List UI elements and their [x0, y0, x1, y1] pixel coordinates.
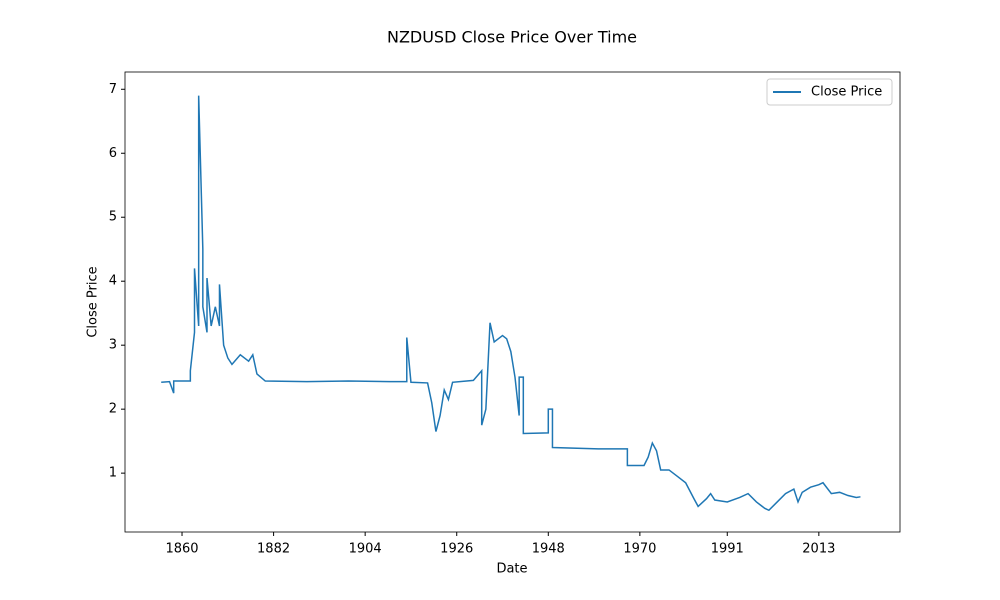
x-tick-label: 1948 — [532, 542, 565, 557]
legend-box — [766, 78, 893, 106]
x-tick-label: 2013 — [802, 542, 835, 557]
x-tick-label: 1991 — [711, 542, 744, 557]
y-tick-label: 5 — [109, 210, 117, 225]
x-tick-label: 1926 — [440, 542, 473, 557]
plot-frame — [124, 71, 901, 533]
y-axis-label: Close Price — [86, 266, 101, 337]
x-tick-label: 1970 — [623, 542, 656, 557]
y-tick-label: 7 — [109, 82, 117, 97]
y-tick-label: 1 — [109, 466, 117, 481]
y-tick-label: 4 — [109, 274, 117, 289]
y-tick-label: 2 — [109, 402, 117, 417]
x-tick-label: 1882 — [257, 542, 290, 557]
y-tick-label: 6 — [109, 146, 117, 161]
chart-title: NZDUSD Close Price Over Time — [387, 28, 637, 47]
x-tick-label: 1860 — [165, 542, 198, 557]
line — [161, 95, 861, 512]
y-tick-label: 3 — [109, 338, 117, 353]
legend-label: Close Price — [811, 85, 882, 100]
x-axis-label: Date — [496, 562, 527, 577]
x-tick-label: 1904 — [349, 542, 382, 557]
